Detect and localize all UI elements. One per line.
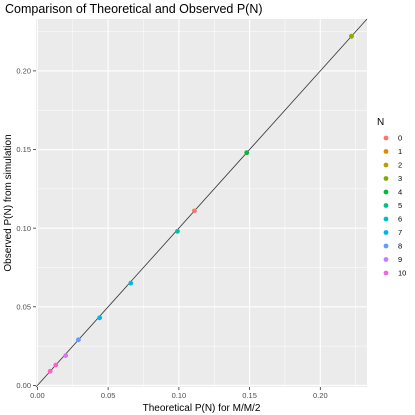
legend-label-5: 5 xyxy=(398,201,402,210)
y-axis-title: Observed P(N) from simulation xyxy=(3,134,14,271)
y-axis-ticks: 0.00 0.05 0.10 0.15 0.20 xyxy=(16,66,36,390)
y-tick-label: 0.20 xyxy=(16,66,31,75)
data-point-n-8 xyxy=(63,353,69,358)
legend-key-4 xyxy=(383,189,389,195)
data-point-n-6 xyxy=(97,315,103,321)
legend-key-5 xyxy=(383,203,389,208)
legend-label-6: 6 xyxy=(398,215,402,224)
data-point-n-3 xyxy=(244,150,250,156)
legend-label-7: 7 xyxy=(398,228,402,237)
legend-label-9: 9 xyxy=(398,255,402,264)
y-tick-label: 0.00 xyxy=(16,381,31,390)
x-tick-label: 0.05 xyxy=(101,391,116,400)
legend-key-2 xyxy=(383,162,389,168)
data-point-n-10 xyxy=(47,368,53,374)
legend-label-4: 4 xyxy=(398,188,402,197)
grid-major xyxy=(36,19,367,387)
y-tick-label: 0.05 xyxy=(16,302,31,311)
x-tick-label: 0.10 xyxy=(172,391,187,400)
x-axis-ticks: 0.00 0.05 0.10 0.15 0.20 xyxy=(30,387,328,400)
data-point-n-4 xyxy=(175,228,180,234)
x-tick-label: 0.00 xyxy=(30,391,45,400)
legend-label-3: 3 xyxy=(398,174,402,183)
data-point-n-2 xyxy=(349,33,354,39)
legend-title: N xyxy=(377,117,384,128)
y-tick-label: 0.15 xyxy=(16,145,31,154)
legend-key-9 xyxy=(383,257,389,262)
legend-key-3 xyxy=(383,176,389,181)
reference-line-y-equals-x xyxy=(35,18,368,388)
data-point-n-7 xyxy=(76,337,81,343)
chart-title: Comparison of Theoretical and Observed P… xyxy=(5,2,263,16)
data-point-n-0 xyxy=(192,208,197,214)
legend-label-8: 8 xyxy=(398,242,402,251)
legend-key-1 xyxy=(383,149,389,154)
legend-key-0 xyxy=(383,135,389,141)
x-axis-title: Theoretical P(N) for M/M/2 xyxy=(143,403,261,414)
legend-key-6 xyxy=(383,216,389,222)
legend-label-2: 2 xyxy=(398,161,402,170)
y-tick-label: 0.10 xyxy=(16,224,31,233)
x-tick-label: 0.20 xyxy=(313,391,328,400)
legend-key-8 xyxy=(383,243,389,249)
grid-minor xyxy=(36,19,367,387)
legend-label-10: 10 xyxy=(398,269,406,278)
x-tick-label: 0.15 xyxy=(242,391,257,400)
legend: N 0 1 2 3 4 5 6 7 8 9 10 xyxy=(377,117,406,278)
data-point-n-9 xyxy=(53,362,59,368)
legend-key-7 xyxy=(383,230,389,235)
data-points xyxy=(47,33,354,374)
legend-label-1: 1 xyxy=(398,147,402,156)
legend-key-10 xyxy=(383,270,389,276)
data-point-n-5 xyxy=(128,280,134,286)
legend-label-0: 0 xyxy=(398,134,402,143)
